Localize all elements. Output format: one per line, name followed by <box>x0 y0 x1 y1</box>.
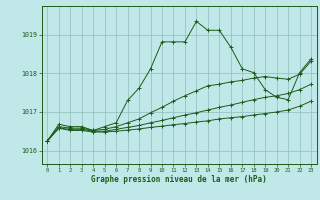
X-axis label: Graphe pression niveau de la mer (hPa): Graphe pression niveau de la mer (hPa) <box>91 175 267 184</box>
